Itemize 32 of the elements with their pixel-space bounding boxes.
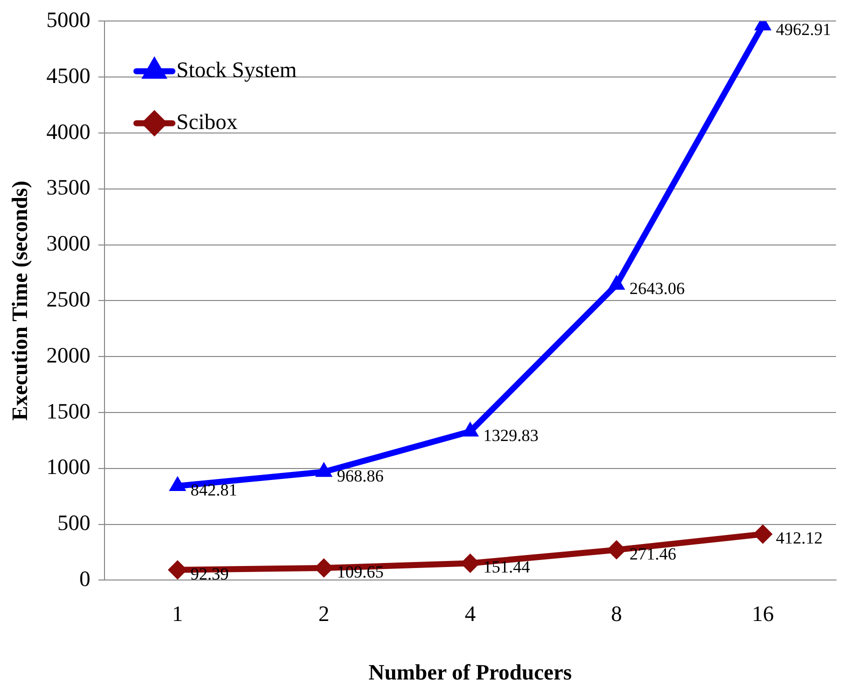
y-tick-label: 500 [57,510,90,536]
x-tick-label: 1 [172,601,184,626]
point [753,524,772,544]
data-label: 842.81 [190,480,238,500]
data-label: 271.46 [630,544,676,564]
y-tick-label: 3500 [46,174,90,200]
data-label: 151.44 [483,558,530,577]
y-tick-label: 2500 [46,286,90,312]
point [608,275,625,290]
x-tick-label: 4 [464,601,476,626]
data-label: 412.12 [776,528,823,548]
y-tick-label: 1000 [46,454,90,480]
y-axis-title: Execution Time (seconds) [6,180,32,421]
point [316,462,332,477]
y-tick-label: 5000 [46,6,90,32]
data-label: 4962.91 [776,20,832,39]
y-tick-label: 4000 [46,118,90,144]
y-tick-label: 2000 [46,342,90,368]
y-tick-label: 0 [79,566,90,591]
data-label: 968.86 [336,466,384,486]
data-label: 1329.83 [483,426,538,445]
legend-label: Scibox [176,108,238,134]
data-label: 2643.06 [630,279,685,298]
y-tick-label: 3000 [46,230,90,256]
x-tick-label: 16 [752,601,774,626]
point [462,422,478,437]
x-tick-label: 8 [611,601,622,626]
x-tick-label: 2 [318,601,330,626]
y-tick-label: 1500 [46,398,90,424]
y-tick-label: 4500 [46,62,90,88]
legend-label: Stock System [176,56,297,82]
x-axis-title: Number of Producers [368,659,572,684]
